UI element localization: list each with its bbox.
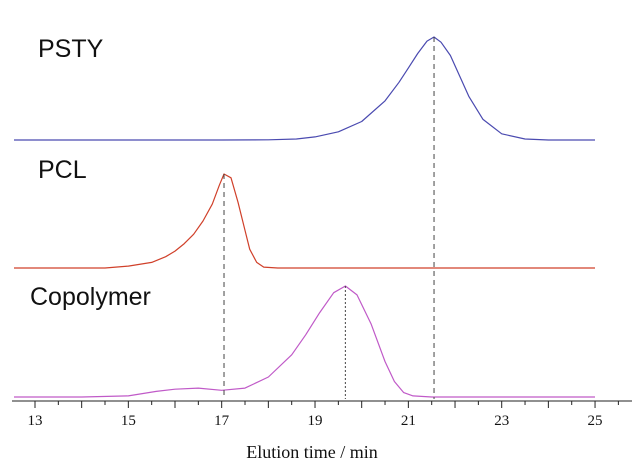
x-axis-ticks: 13 15 17 19 21 23 25 [28,401,619,429]
x-tick-label: 19 [308,413,323,429]
x-tick-label: 13 [28,413,43,429]
series-label-psty: PSTY [38,35,104,63]
x-axis-title: Elution time / min [246,442,378,462]
series-label-copolymer: Copolymer [30,283,151,311]
x-tick-label: 17 [214,413,230,429]
trace-psty [14,36,595,141]
x-tick-label: 25 [588,413,603,429]
series-label-pcl: PCL [38,156,87,184]
x-tick-label: 15 [121,413,136,429]
trace-copolymer [14,285,595,398]
traces-group [14,36,595,398]
x-tick-label: 23 [494,413,509,429]
trace-pcl [14,173,595,269]
peak-guides-group [223,37,435,399]
x-tick-label: 21 [401,413,416,429]
